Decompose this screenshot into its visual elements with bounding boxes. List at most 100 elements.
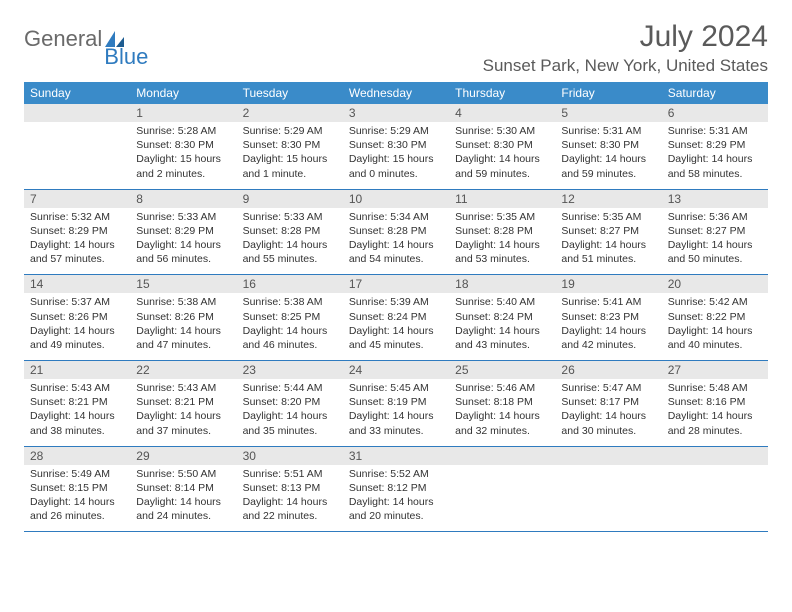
sunrise-line: Sunrise: 5:39 AM — [349, 295, 443, 309]
day-cell: Sunrise: 5:49 AMSunset: 8:15 PMDaylight:… — [24, 465, 130, 532]
day-cell: Sunrise: 5:37 AMSunset: 8:26 PMDaylight:… — [24, 293, 130, 360]
day-number: 25 — [449, 361, 555, 379]
sunrise-line: Sunrise: 5:50 AM — [136, 467, 230, 481]
sunset-line: Sunset: 8:13 PM — [243, 481, 337, 495]
daylight-line: Daylight: 14 hours and 40 minutes. — [668, 324, 762, 352]
day-number: 26 — [555, 361, 661, 379]
day-number: 17 — [343, 275, 449, 293]
sunset-line: Sunset: 8:23 PM — [561, 310, 655, 324]
daylight-line: Daylight: 14 hours and 42 minutes. — [561, 324, 655, 352]
day-header-row: SundayMondayTuesdayWednesdayThursdayFrid… — [24, 82, 768, 104]
sunset-line: Sunset: 8:27 PM — [561, 224, 655, 238]
sunrise-line: Sunrise: 5:37 AM — [30, 295, 124, 309]
day-header-cell: Friday — [555, 82, 661, 104]
sunset-line: Sunset: 8:19 PM — [349, 395, 443, 409]
day-cell: Sunrise: 5:33 AMSunset: 8:29 PMDaylight:… — [130, 208, 236, 275]
day-cell: Sunrise: 5:35 AMSunset: 8:28 PMDaylight:… — [449, 208, 555, 275]
daylight-line: Daylight: 14 hours and 22 minutes. — [243, 495, 337, 523]
sunrise-line: Sunrise: 5:40 AM — [455, 295, 549, 309]
sunrise-line: Sunrise: 5:48 AM — [668, 381, 762, 395]
day-header-cell: Thursday — [449, 82, 555, 104]
sunset-line: Sunset: 8:26 PM — [30, 310, 124, 324]
daylight-line: Daylight: 14 hours and 59 minutes. — [455, 152, 549, 180]
daylight-line: Daylight: 14 hours and 56 minutes. — [136, 238, 230, 266]
day-number: 29 — [130, 447, 236, 465]
day-number-row: 78910111213 — [24, 190, 768, 208]
week-row: Sunrise: 5:32 AMSunset: 8:29 PMDaylight:… — [24, 208, 768, 276]
day-cell: Sunrise: 5:47 AMSunset: 8:17 PMDaylight:… — [555, 379, 661, 446]
day-number: 9 — [237, 190, 343, 208]
sunset-line: Sunset: 8:27 PM — [668, 224, 762, 238]
day-cell: Sunrise: 5:50 AMSunset: 8:14 PMDaylight:… — [130, 465, 236, 532]
header: General Blue July 2024 Sunset Park, New … — [24, 20, 768, 76]
daylight-line: Daylight: 14 hours and 24 minutes. — [136, 495, 230, 523]
week-row: Sunrise: 5:49 AMSunset: 8:15 PMDaylight:… — [24, 465, 768, 533]
day-number: 2 — [237, 104, 343, 122]
day-number: 23 — [237, 361, 343, 379]
daylight-line: Daylight: 14 hours and 58 minutes. — [668, 152, 762, 180]
day-number: 31 — [343, 447, 449, 465]
sunset-line: Sunset: 8:16 PM — [668, 395, 762, 409]
day-number: 1 — [130, 104, 236, 122]
sunrise-line: Sunrise: 5:28 AM — [136, 124, 230, 138]
daylight-line: Daylight: 14 hours and 33 minutes. — [349, 409, 443, 437]
daylight-line: Daylight: 15 hours and 0 minutes. — [349, 152, 443, 180]
sunrise-line: Sunrise: 5:46 AM — [455, 381, 549, 395]
day-number — [24, 104, 130, 122]
day-cell — [662, 465, 768, 532]
sunrise-line: Sunrise: 5:47 AM — [561, 381, 655, 395]
day-number-row: 14151617181920 — [24, 275, 768, 293]
daylight-line: Daylight: 14 hours and 59 minutes. — [561, 152, 655, 180]
day-cell — [449, 465, 555, 532]
day-cell: Sunrise: 5:31 AMSunset: 8:29 PMDaylight:… — [662, 122, 768, 189]
day-cell: Sunrise: 5:40 AMSunset: 8:24 PMDaylight:… — [449, 293, 555, 360]
day-number: 22 — [130, 361, 236, 379]
sunset-line: Sunset: 8:26 PM — [136, 310, 230, 324]
daylight-line: Daylight: 14 hours and 38 minutes. — [30, 409, 124, 437]
sunset-line: Sunset: 8:30 PM — [455, 138, 549, 152]
day-cell — [24, 122, 130, 189]
day-number-row: 28293031 — [24, 447, 768, 465]
day-header-cell: Saturday — [662, 82, 768, 104]
day-number: 15 — [130, 275, 236, 293]
daylight-line: Daylight: 14 hours and 57 minutes. — [30, 238, 124, 266]
sunrise-line: Sunrise: 5:49 AM — [30, 467, 124, 481]
day-cell: Sunrise: 5:38 AMSunset: 8:26 PMDaylight:… — [130, 293, 236, 360]
sunset-line: Sunset: 8:30 PM — [243, 138, 337, 152]
sunset-line: Sunset: 8:25 PM — [243, 310, 337, 324]
sunrise-line: Sunrise: 5:33 AM — [243, 210, 337, 224]
daylight-line: Daylight: 14 hours and 47 minutes. — [136, 324, 230, 352]
sunset-line: Sunset: 8:28 PM — [243, 224, 337, 238]
logo: General Blue — [24, 26, 150, 52]
sunrise-line: Sunrise: 5:35 AM — [561, 210, 655, 224]
daylight-line: Daylight: 14 hours and 45 minutes. — [349, 324, 443, 352]
day-cell: Sunrise: 5:48 AMSunset: 8:16 PMDaylight:… — [662, 379, 768, 446]
day-number: 16 — [237, 275, 343, 293]
sunset-line: Sunset: 8:29 PM — [30, 224, 124, 238]
sunset-line: Sunset: 8:12 PM — [349, 481, 443, 495]
day-number: 18 — [449, 275, 555, 293]
page-title: July 2024 — [483, 20, 768, 54]
day-cell: Sunrise: 5:31 AMSunset: 8:30 PMDaylight:… — [555, 122, 661, 189]
daylight-line: Daylight: 14 hours and 54 minutes. — [349, 238, 443, 266]
daylight-line: Daylight: 15 hours and 2 minutes. — [136, 152, 230, 180]
sunrise-line: Sunrise: 5:36 AM — [668, 210, 762, 224]
sunset-line: Sunset: 8:29 PM — [136, 224, 230, 238]
day-number: 13 — [662, 190, 768, 208]
day-cell: Sunrise: 5:38 AMSunset: 8:25 PMDaylight:… — [237, 293, 343, 360]
sunset-line: Sunset: 8:30 PM — [349, 138, 443, 152]
day-number: 19 — [555, 275, 661, 293]
day-cell — [555, 465, 661, 532]
day-cell: Sunrise: 5:46 AMSunset: 8:18 PMDaylight:… — [449, 379, 555, 446]
day-header-cell: Monday — [130, 82, 236, 104]
day-number: 4 — [449, 104, 555, 122]
day-cell: Sunrise: 5:45 AMSunset: 8:19 PMDaylight:… — [343, 379, 449, 446]
day-number: 8 — [130, 190, 236, 208]
sunrise-line: Sunrise: 5:34 AM — [349, 210, 443, 224]
day-number — [555, 447, 661, 465]
sunrise-line: Sunrise: 5:30 AM — [455, 124, 549, 138]
day-cell: Sunrise: 5:39 AMSunset: 8:24 PMDaylight:… — [343, 293, 449, 360]
sunrise-line: Sunrise: 5:31 AM — [668, 124, 762, 138]
day-cell: Sunrise: 5:36 AMSunset: 8:27 PMDaylight:… — [662, 208, 768, 275]
sunrise-line: Sunrise: 5:41 AM — [561, 295, 655, 309]
